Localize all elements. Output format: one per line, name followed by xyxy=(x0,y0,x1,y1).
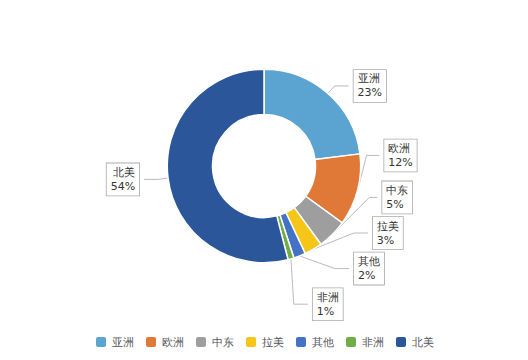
svg-text:其他: 其他 xyxy=(358,255,380,268)
svg-text:拉美: 拉美 xyxy=(377,220,399,233)
svg-text:非洲: 非洲 xyxy=(317,291,339,304)
svg-text:3%: 3% xyxy=(377,234,394,247)
svg-text:北美: 北美 xyxy=(412,336,434,349)
svg-text:亚洲: 亚洲 xyxy=(358,72,380,85)
svg-text:5%: 5% xyxy=(386,198,403,211)
svg-text:中东: 中东 xyxy=(212,336,234,349)
svg-text:非洲: 非洲 xyxy=(362,336,384,349)
svg-text:2%: 2% xyxy=(358,269,375,282)
svg-text:1%: 1% xyxy=(317,305,334,318)
svg-text:54%: 54% xyxy=(111,180,135,193)
svg-text:拉美: 拉美 xyxy=(262,336,284,349)
svg-text:中东: 中东 xyxy=(386,184,408,197)
svg-text:12%: 12% xyxy=(388,156,412,169)
svg-text:23%: 23% xyxy=(358,86,382,99)
svg-text:欧洲: 欧洲 xyxy=(162,336,184,349)
svg-text:北美: 北美 xyxy=(113,166,135,179)
svg-text:欧洲: 欧洲 xyxy=(388,142,410,155)
svg-text:亚洲: 亚洲 xyxy=(112,336,134,349)
svg-text:其他: 其他 xyxy=(312,336,334,349)
